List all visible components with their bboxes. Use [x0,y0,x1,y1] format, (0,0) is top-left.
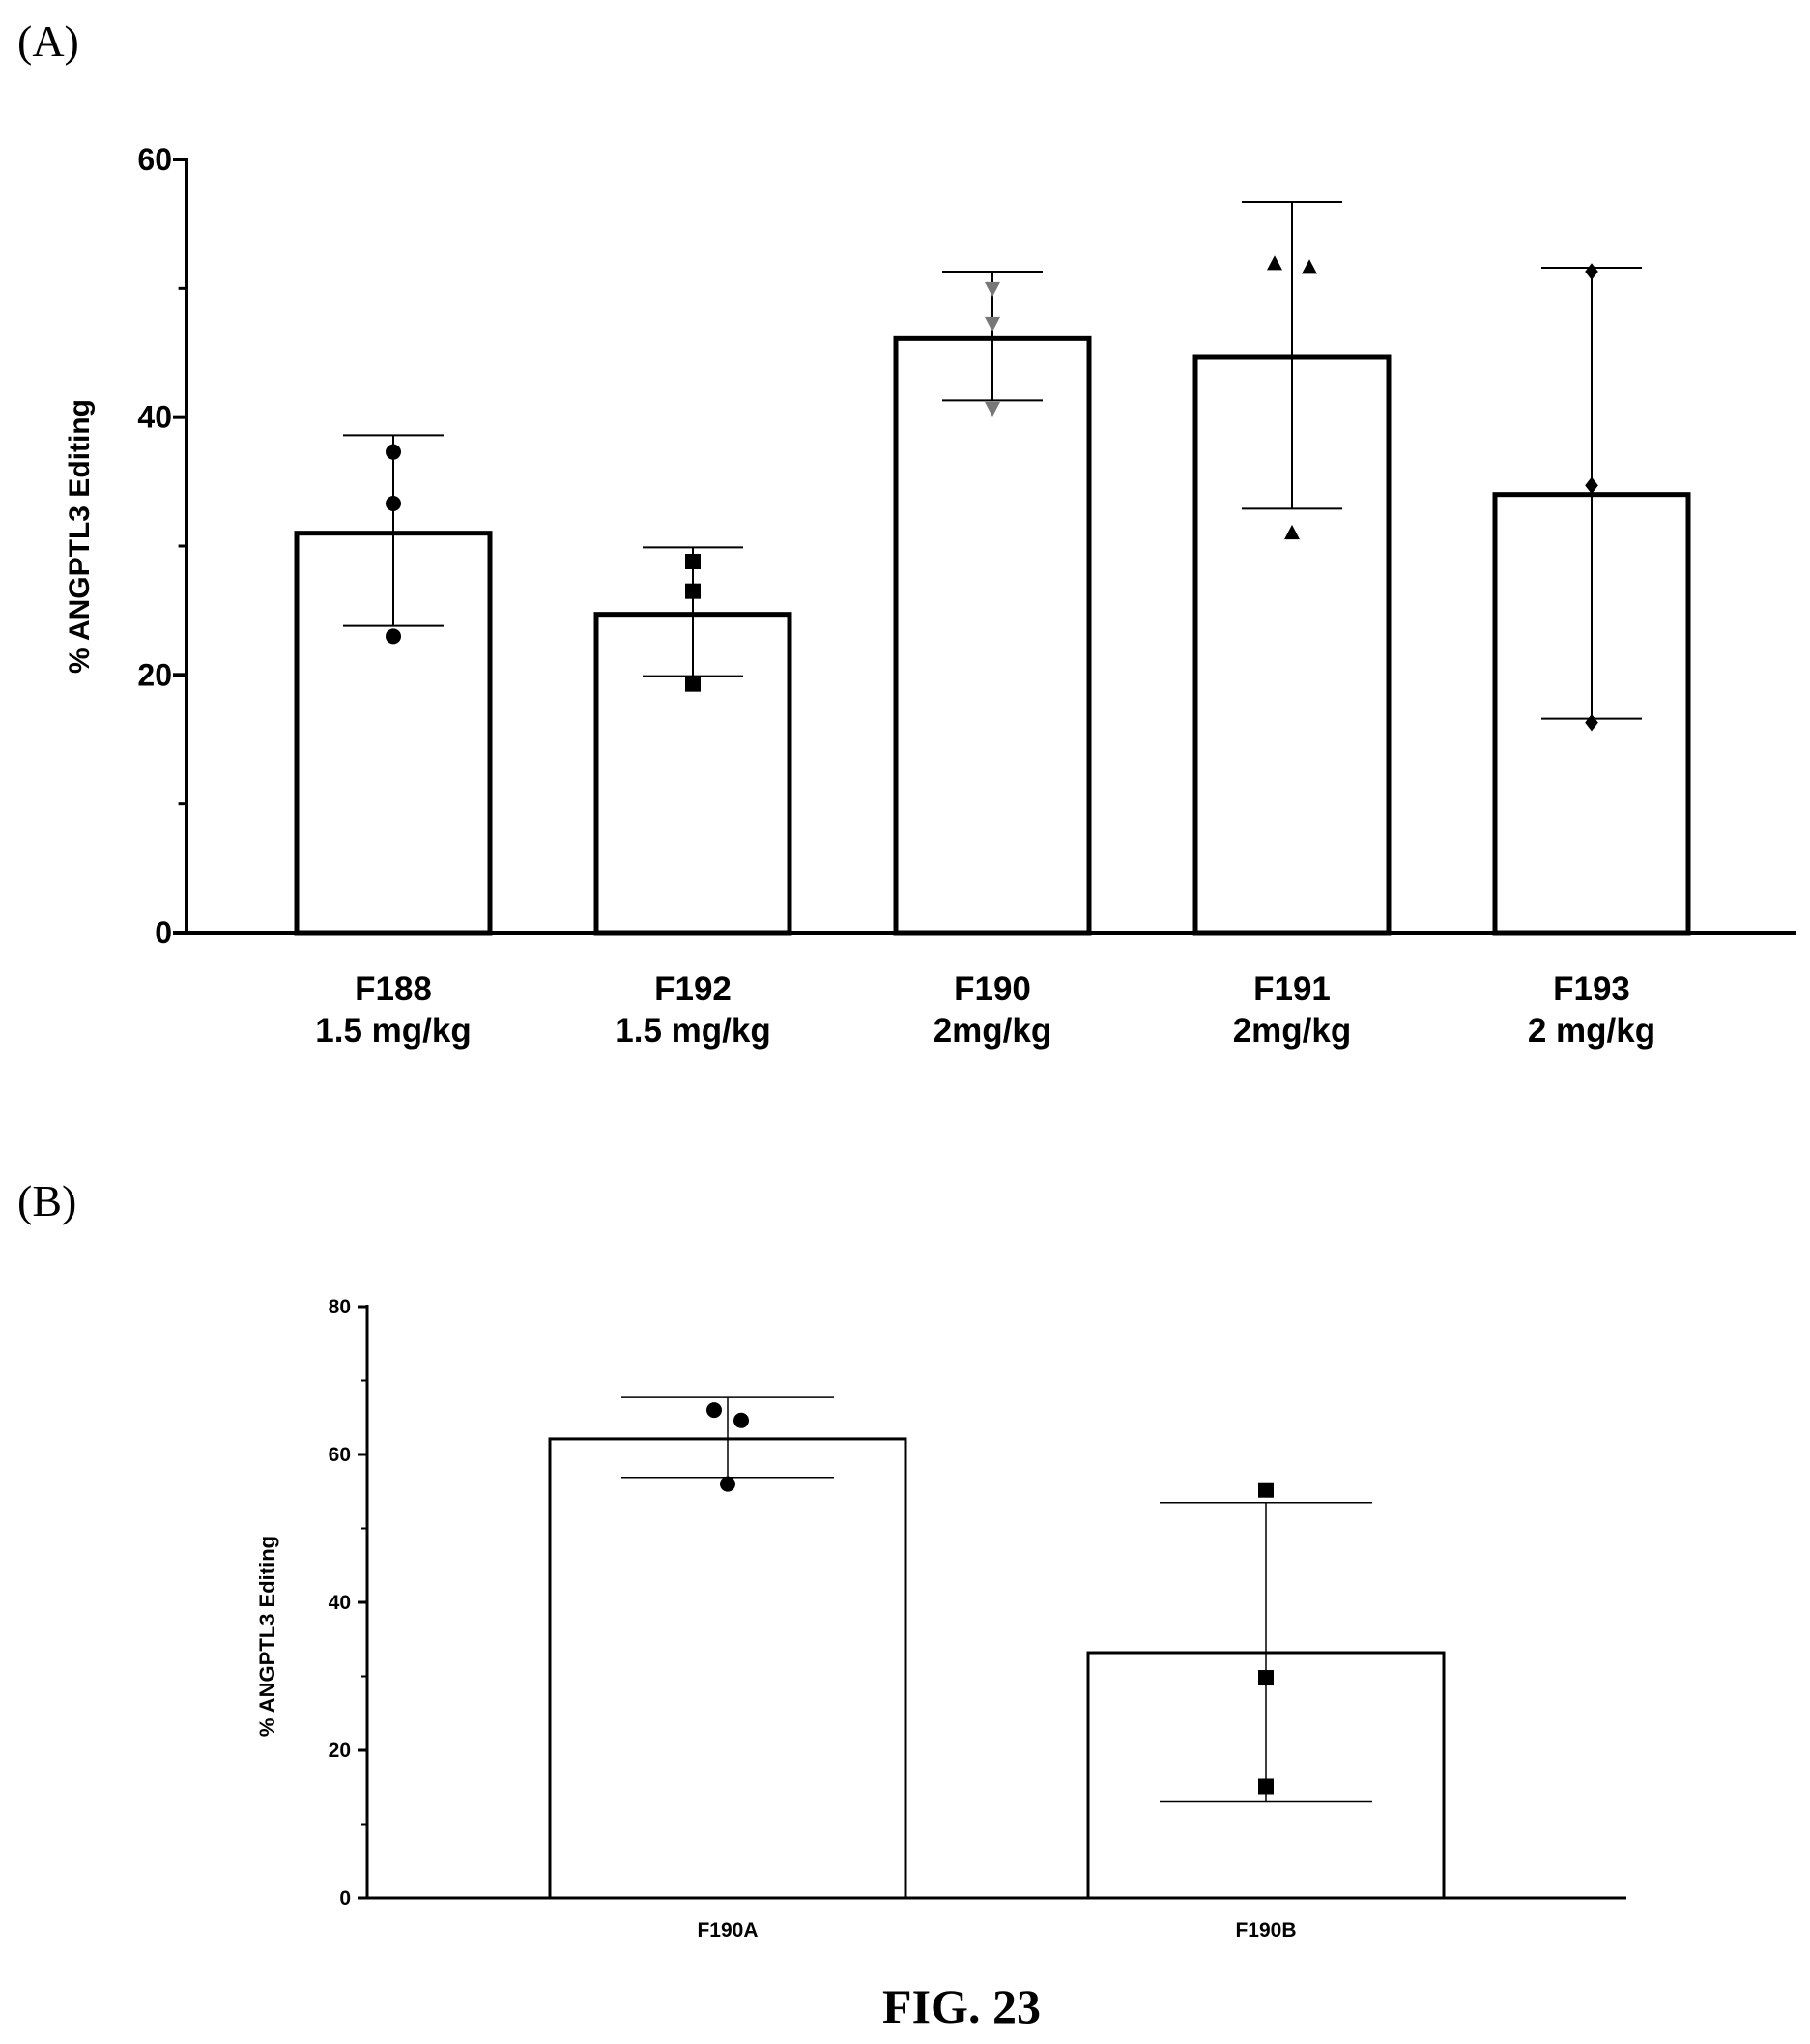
data-point [386,496,401,511]
data-point [1284,524,1300,540]
bar [893,335,1092,936]
bar [548,1437,907,1900]
x-category-label: 2 mg/kg [1528,1012,1655,1050]
data-point [1258,1670,1274,1686]
panel-b-label: (B) [17,1176,76,1225]
data-point [1585,713,1598,732]
y-tick-label: 40 [137,400,172,435]
data-point [1585,263,1598,280]
data-point [1302,259,1317,274]
y-tick-label: 80 [329,1296,351,1318]
chart-a-ylabel: % ANGPTL3 Editing [64,399,96,674]
data-point [733,1412,749,1428]
x-category-label: F192 [654,970,732,1008]
x-category-label: 2mg/kg [1233,1012,1352,1050]
x-category-label: 1.5 mg/kg [315,1012,471,1050]
data-point [720,1476,735,1492]
data-point [386,628,401,645]
y-tick-label: 20 [137,657,172,692]
y-tick-label: 0 [155,915,172,950]
data-point [985,281,1000,298]
figure-caption: FIG. 23 [882,1979,1041,2033]
data-point [1267,255,1282,271]
x-category-label: F193 [1553,970,1630,1008]
data-point [685,583,701,599]
x-category-label: 1.5 mg/kg [615,1012,770,1050]
x-category-label: F190B [1235,1919,1296,1942]
panel-a-label: (A) [17,16,79,66]
data-point [985,401,1000,417]
x-category-label: F191 [1253,970,1331,1008]
x-category-label: F188 [355,970,432,1008]
data-point [985,316,1000,332]
y-tick-label: 0 [339,1887,351,1910]
data-point [706,1402,722,1419]
x-category-label: F190A [697,1919,758,1942]
data-point [386,444,401,460]
y-tick-label: 60 [329,1444,351,1466]
y-tick-label: 40 [329,1592,351,1614]
data-point [1585,476,1598,495]
y-tick-label: 60 [137,142,172,177]
x-category-label: F190 [954,970,1031,1008]
data-point [1258,1482,1274,1498]
chart-a: 0 20 40 60 F188 1.5 mg/kg F192 1.5 mg/kg F190 2mg… [137,142,1796,1050]
data-point [685,676,701,692]
chart-b: 0 20 40 60 80 F190A F190B [329,1296,1626,1942]
data-point [1258,1778,1274,1795]
data-point [685,554,701,569]
y-tick-label: 20 [329,1740,351,1762]
chart-b-ylabel: % ANGPTL3 Editing [255,1536,279,1737]
x-category-label: 2mg/kg [934,1012,1052,1050]
